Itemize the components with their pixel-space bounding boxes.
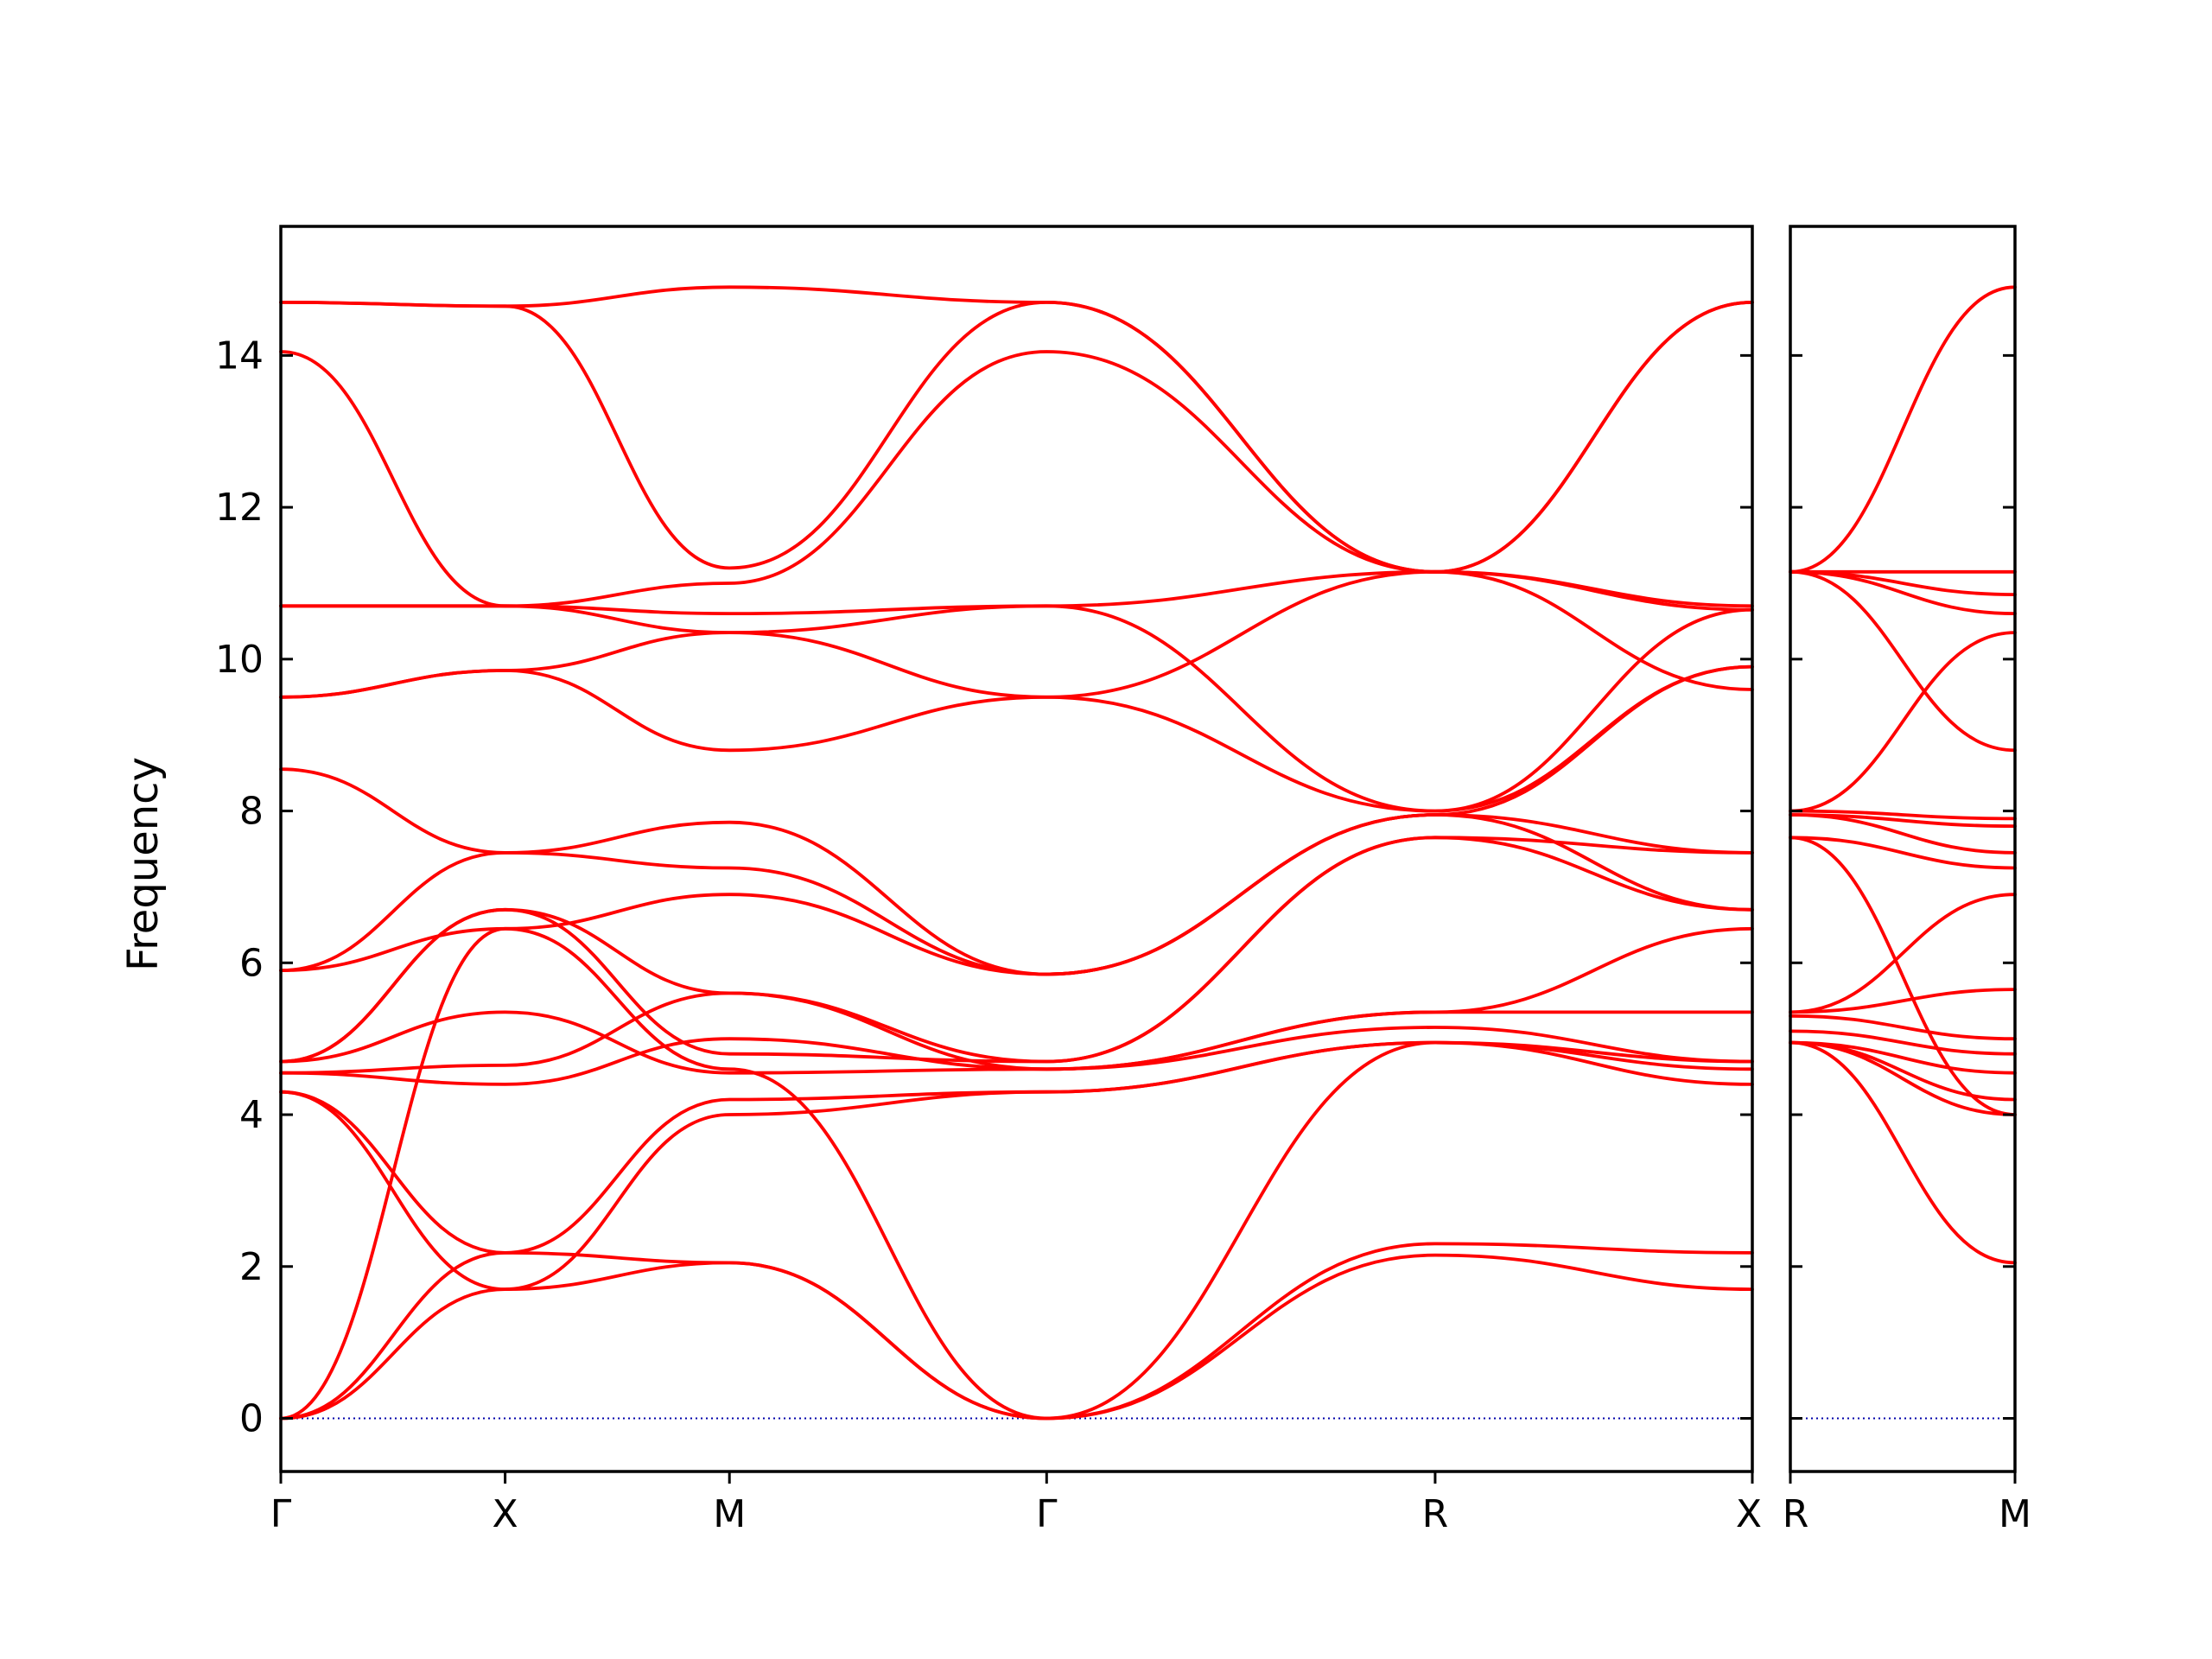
panel-rm-xtick-label: R — [1783, 1492, 1809, 1536]
panel-rm-band-13 — [1789, 809, 2017, 821]
panel-main-xtick-label: R — [1422, 1492, 1449, 1536]
panel-main-xtick-label: Γ — [270, 1492, 292, 1536]
panel-main-band-7 — [279, 991, 1754, 1075]
ytick-label: 10 — [215, 638, 264, 682]
panel-main-xtick-label: M — [713, 1492, 746, 1536]
panel-main-band-2 — [279, 1242, 1754, 1421]
ytick-label: 2 — [239, 1245, 264, 1289]
panel-main-band-3 — [279, 926, 1754, 1421]
panel-main-band-11 — [279, 813, 1754, 976]
panel-rm-band-8 — [1789, 893, 2017, 1014]
panel-main-band-17 — [279, 569, 1754, 634]
panel-main-frame — [279, 225, 1754, 1473]
panel-rm-frame — [1789, 225, 2017, 1473]
panel-main-band-8 — [279, 926, 1754, 1075]
panel-main-xtick-label: X — [1736, 1492, 1762, 1536]
panel-rm-band-1 — [1789, 1040, 2017, 1265]
ytick-label: 6 — [239, 941, 264, 985]
panel-main-band-18 — [279, 350, 1754, 691]
panel-rm-xtick-label: M — [1999, 1492, 2031, 1536]
ytick-label: 12 — [215, 486, 264, 530]
band-lines — [279, 285, 2017, 1421]
ytick-label: 4 — [239, 1093, 264, 1137]
panel-main-band-10 — [279, 836, 1754, 1064]
panel-main-band-12 — [279, 664, 1754, 976]
panel-main-band-6 — [279, 1026, 1754, 1086]
ytick-label: 0 — [239, 1396, 264, 1440]
ytick-label: 8 — [239, 790, 264, 834]
panel-rm-band-4 — [1789, 1040, 2017, 1075]
panel-rm-band-10 — [1789, 836, 2017, 870]
panel-main-band-16 — [279, 604, 1754, 813]
panel-main-band-14 — [279, 569, 1754, 753]
panel-main-band-1 — [279, 1253, 1754, 1421]
panel-main-xtick-label: Γ — [1036, 1492, 1058, 1536]
panel-rm-band-6 — [1789, 1014, 2017, 1041]
panel-main-band-5 — [279, 1040, 1754, 1255]
axes-frames — [279, 225, 2017, 1484]
panel-main-band-13 — [279, 767, 1754, 976]
panel-rm-band-7 — [1789, 988, 2017, 1014]
panel-rm-band-12 — [1789, 813, 2017, 828]
y-axis-label: Frequency — [119, 757, 168, 971]
panel-rm-band-5 — [1789, 1029, 2017, 1056]
panel-rm-band-19 — [1789, 285, 2017, 574]
panel-main-band-15 — [279, 631, 1754, 813]
panel-main-xtick-label: X — [493, 1492, 518, 1536]
panel-rm-band-14 — [1789, 631, 2017, 813]
panel-main-band-9 — [279, 836, 1754, 1064]
ytick-label: 14 — [215, 334, 264, 378]
panel-main-band-19 — [279, 301, 1754, 574]
panel-rm-band-9 — [1789, 836, 2017, 1116]
panel-main-band-20 — [279, 285, 1754, 574]
panel-rm-band-15 — [1789, 569, 2017, 753]
